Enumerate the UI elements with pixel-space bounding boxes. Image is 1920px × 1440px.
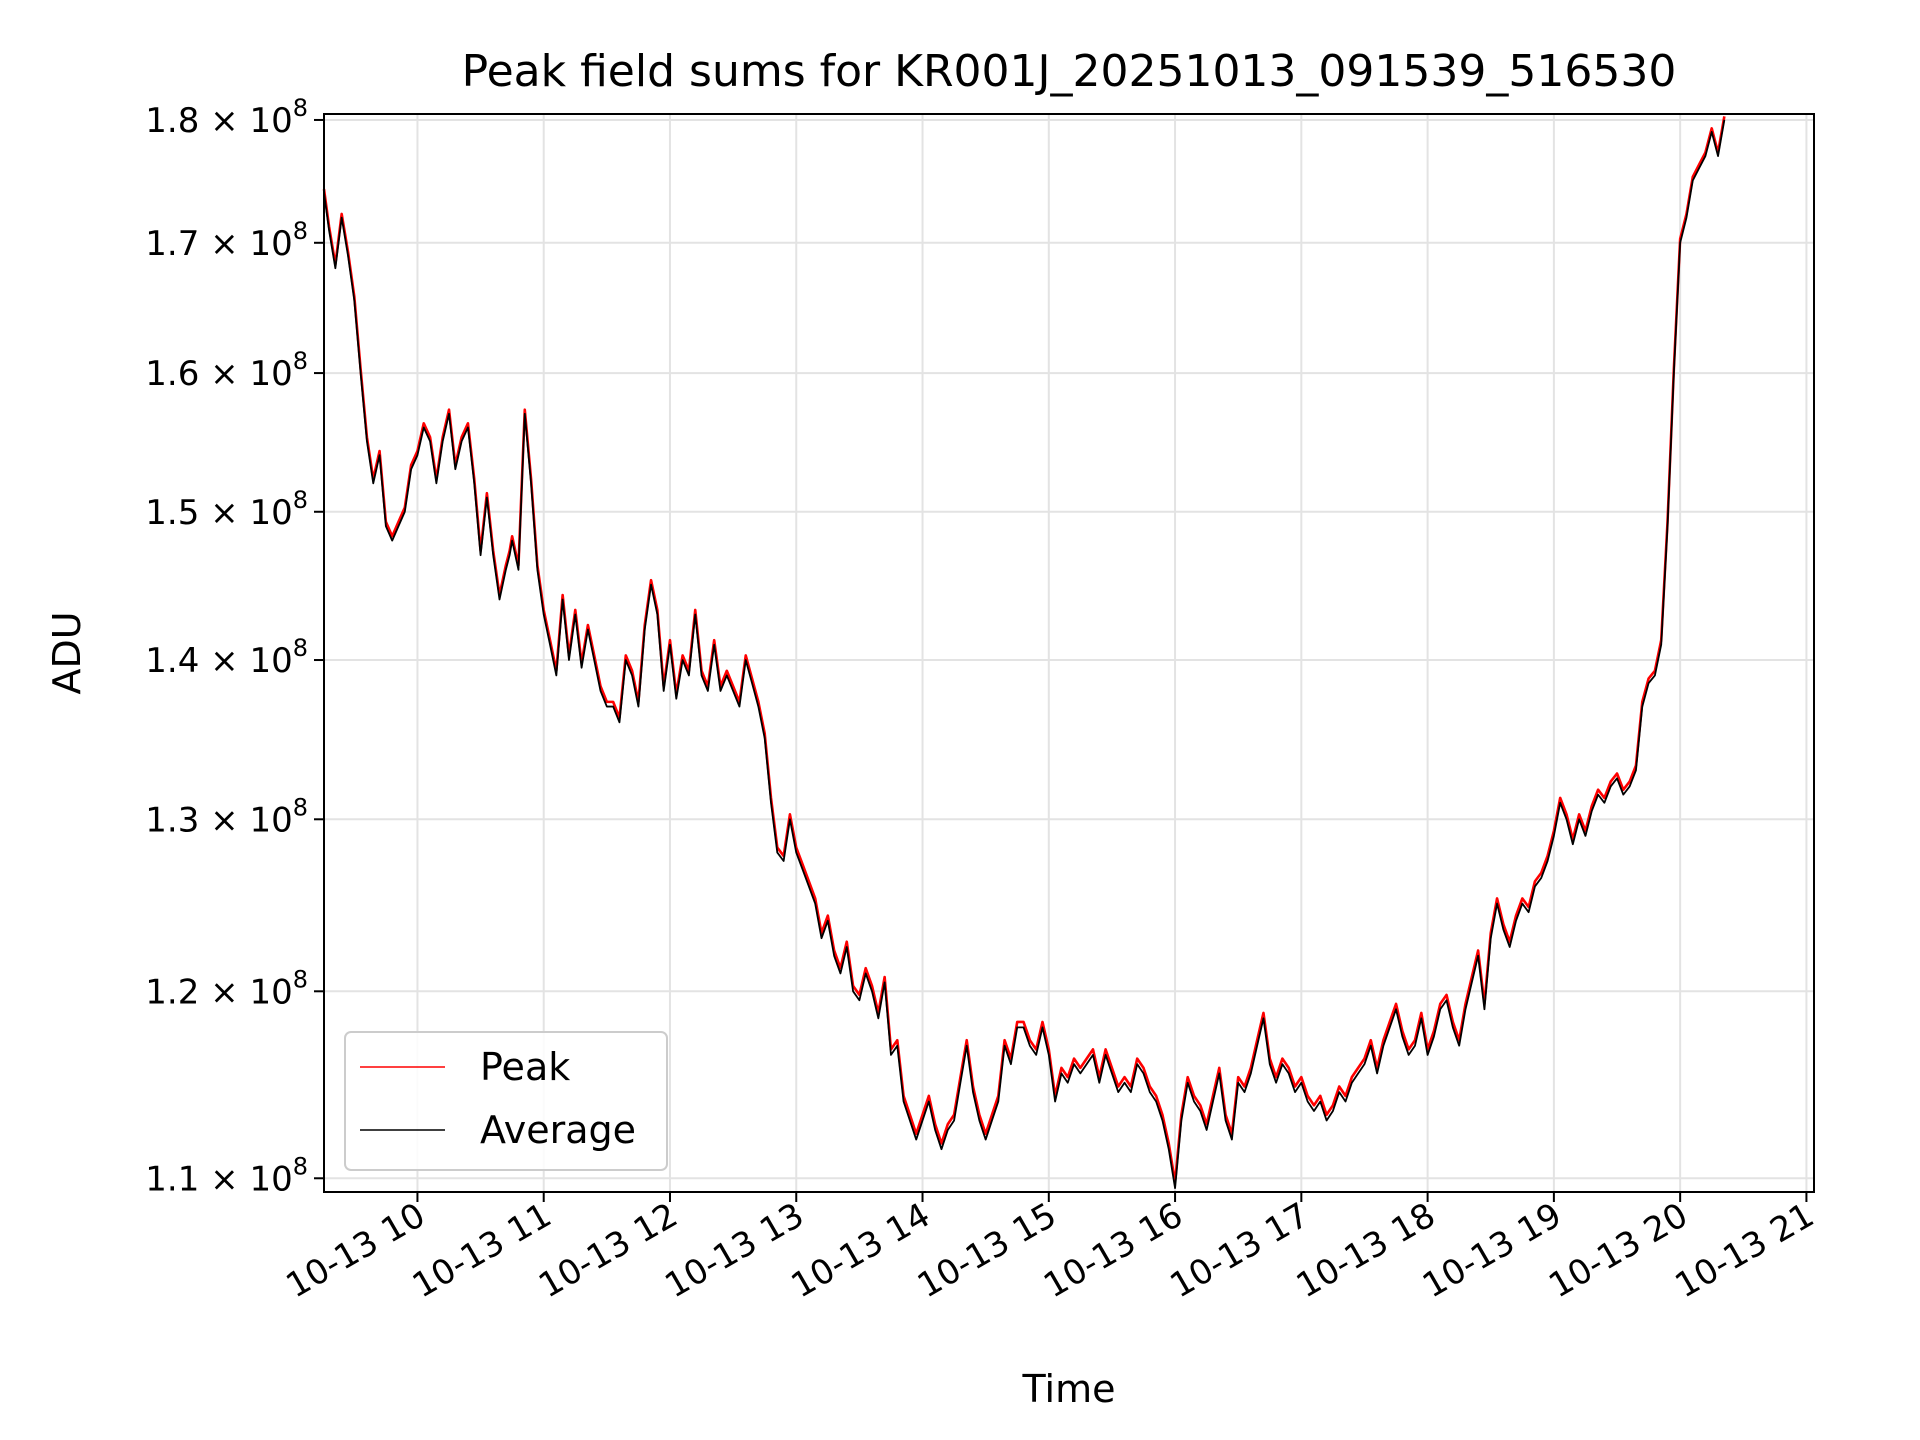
grid [324,114,1814,1192]
y-tick-label: 1.7 × 108 [145,217,308,264]
chart-title: Peak field sums for KR001J_20251013_0915… [462,46,1677,97]
data-lines [322,116,1726,1189]
y-tick-label: 1.3 × 108 [145,793,308,840]
y-tick-label: 1.5 × 108 [145,486,308,533]
y-tick-label: 1.8 × 108 [145,94,308,141]
legend-label-peak: Peak [480,1045,570,1089]
y-tick-label: 1.4 × 108 [145,634,308,681]
legend-label-average: Average [480,1108,636,1152]
y-tick-label: 1.2 × 108 [145,965,308,1012]
x-axis-label: Time [1022,1367,1116,1411]
series-line-average [323,119,1726,1189]
y-axis: 1.1 × 108 1.2 × 108 1.3 × 108 1.4 × 108 1.5 … [145,94,324,1199]
y-tick-label: 1.6 × 108 [145,347,308,394]
legend: Peak Average [344,1031,668,1171]
y-tick-label: 1.1 × 108 [145,1152,308,1199]
y-axis-label: ADU [45,611,89,694]
plot-frame [323,113,1815,1193]
